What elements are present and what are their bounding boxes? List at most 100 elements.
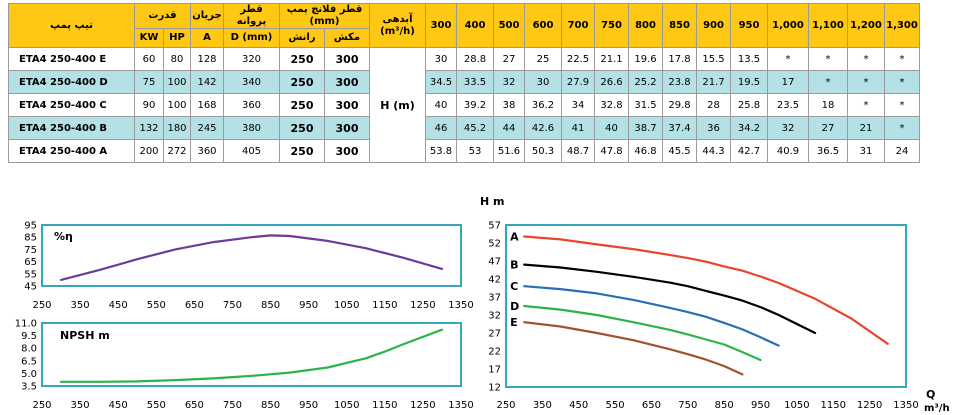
x-tick-label: 950: [299, 400, 318, 411]
head-value-cell: *: [808, 70, 848, 94]
head-value-cell: 31: [847, 139, 885, 163]
header-amp: A: [190, 28, 224, 48]
header-flow-unit: (m³/h): [380, 25, 415, 37]
x-tick-label: 750: [678, 400, 697, 411]
x-tick-label: 950: [751, 400, 770, 411]
x-tick-label: 1250: [410, 300, 435, 311]
x-tick-label: 650: [185, 300, 204, 311]
efficiency-title: %η: [54, 230, 73, 243]
head-value-cell: 19.5: [730, 70, 768, 94]
y-tick-label: 57: [488, 221, 501, 232]
header-flange-dia: قطر فلانچ پمپ (mm): [279, 3, 370, 29]
head-value-cell: *: [884, 93, 920, 117]
table-row: ETA4 250-400 B 132 180 245 380 250 300 46 45.2 44…: [8, 116, 920, 140]
plot-frame: [505, 224, 907, 388]
series-label: D: [510, 300, 519, 313]
y-tick-label: 3.5: [21, 382, 37, 393]
hp-cell: 100: [163, 70, 191, 94]
outlet-cell: 250: [279, 116, 325, 140]
impeller-cell: 320: [223, 47, 280, 71]
head-value-cell: 26.6: [594, 70, 629, 94]
npsh-chart: 11.09.5 8.06.5 5.0 3.5 250 350 450 550 650 750 850…: [15, 319, 474, 412]
y-tick-label: 75: [24, 245, 37, 256]
series-line-b: [523, 263, 817, 335]
x-tick-label: 850: [261, 300, 280, 311]
table-row: ETA4 250-400 E 60 80 128 320 250 300 H (m) 30 28.…: [8, 47, 920, 163]
x-tick-label: 550: [147, 400, 166, 411]
x-tick-label: 1250: [410, 400, 435, 411]
head-value-cell: 34.2: [730, 116, 768, 140]
table-row: ETA4 250-400 D 75 100 142 340 250 300 34.5 33.5 3…: [8, 70, 920, 94]
head-value-cell: 24: [884, 139, 920, 163]
head-value-cell: 42.6: [524, 116, 562, 140]
flow-col: 900: [696, 3, 731, 48]
y-tick-label: 85: [24, 233, 37, 244]
inlet-cell: 300: [324, 116, 370, 140]
impeller-cell: 380: [223, 116, 280, 140]
x-tick-label: 1150: [372, 300, 397, 311]
flow-axis-label: Q: [926, 388, 935, 401]
flow-col: 500: [493, 3, 525, 48]
y-tick-label: 11.0: [15, 319, 37, 330]
y-tick-label: 55: [24, 269, 37, 280]
x-tick-label: 250: [496, 400, 515, 411]
x-tick-label: 250: [32, 300, 51, 311]
y-tick-label: 95: [24, 221, 37, 232]
head-value-cell: 21.1: [594, 47, 629, 71]
impeller-cell: 340: [223, 70, 280, 94]
y-tick-label: 42: [488, 275, 501, 286]
x-tick-label: 350: [533, 400, 552, 411]
y-tick-label: 32: [488, 311, 501, 322]
x-tick-label: 550: [147, 300, 166, 311]
x-tick-label: 1050: [334, 400, 359, 411]
y-tick-label: 22: [488, 347, 501, 358]
model-cell: ETA4 250-400 E: [8, 47, 135, 71]
x-tick-label: 850: [715, 400, 734, 411]
header-outlet: رانش: [279, 28, 325, 48]
head-value-cell: *: [847, 70, 885, 94]
x-tick-label: 850: [261, 400, 280, 411]
x-tick-label: 1150: [372, 400, 397, 411]
head-axis-label: H m: [480, 195, 505, 208]
y-tick-label: 8.0: [21, 344, 37, 355]
model-cell: ETA4 250-400 B: [8, 116, 135, 140]
x-tick-label: 350: [71, 300, 90, 311]
head-value-cell: 44: [493, 116, 525, 140]
x-tick-label: 1150: [821, 400, 846, 411]
head-value-cell: 38.7: [628, 116, 663, 140]
y-tick-label: 5.0: [21, 369, 37, 380]
head-value-cell: 27: [493, 47, 525, 71]
flow-col: 1,100: [808, 3, 848, 48]
head-value-cell: 53: [456, 139, 494, 163]
flow-col: 400: [456, 3, 494, 48]
outlet-cell: 250: [279, 70, 325, 94]
head-value-cell: 21.7: [696, 70, 731, 94]
head-value-cell: 46: [425, 116, 457, 140]
header-current: جریان: [190, 3, 224, 29]
head-value-cell: 25.2: [628, 70, 663, 94]
series-label: C: [510, 280, 518, 293]
x-tick-label: 750: [223, 400, 242, 411]
series-line-c: [523, 285, 780, 347]
head-value-cell: *: [884, 47, 920, 71]
y-tick-label: 17: [488, 365, 501, 376]
amp-cell: 245: [190, 116, 224, 140]
head-value-cell: 15.5: [696, 47, 731, 71]
series-line: [59, 234, 444, 281]
x-tick-label: 1050: [334, 300, 359, 311]
flow-axis-unit: m³/h: [924, 403, 950, 414]
head-value-cell: *: [884, 70, 920, 94]
header-inlet: مکش: [324, 28, 370, 48]
npsh-title: NPSH m: [60, 329, 110, 342]
model-cell: ETA4 250-400 A: [8, 139, 135, 163]
flow-col: 1,300: [884, 3, 920, 48]
series-line: [59, 328, 444, 383]
x-tick-label: 250: [32, 400, 51, 411]
x-tick-label: 1350: [448, 400, 473, 411]
x-tick-label: 1250: [857, 400, 882, 411]
flow-col: 600: [524, 3, 562, 48]
y-tick-label: 52: [488, 239, 501, 250]
x-tick-label: 450: [109, 300, 128, 311]
head-value-cell: 32: [767, 116, 809, 140]
